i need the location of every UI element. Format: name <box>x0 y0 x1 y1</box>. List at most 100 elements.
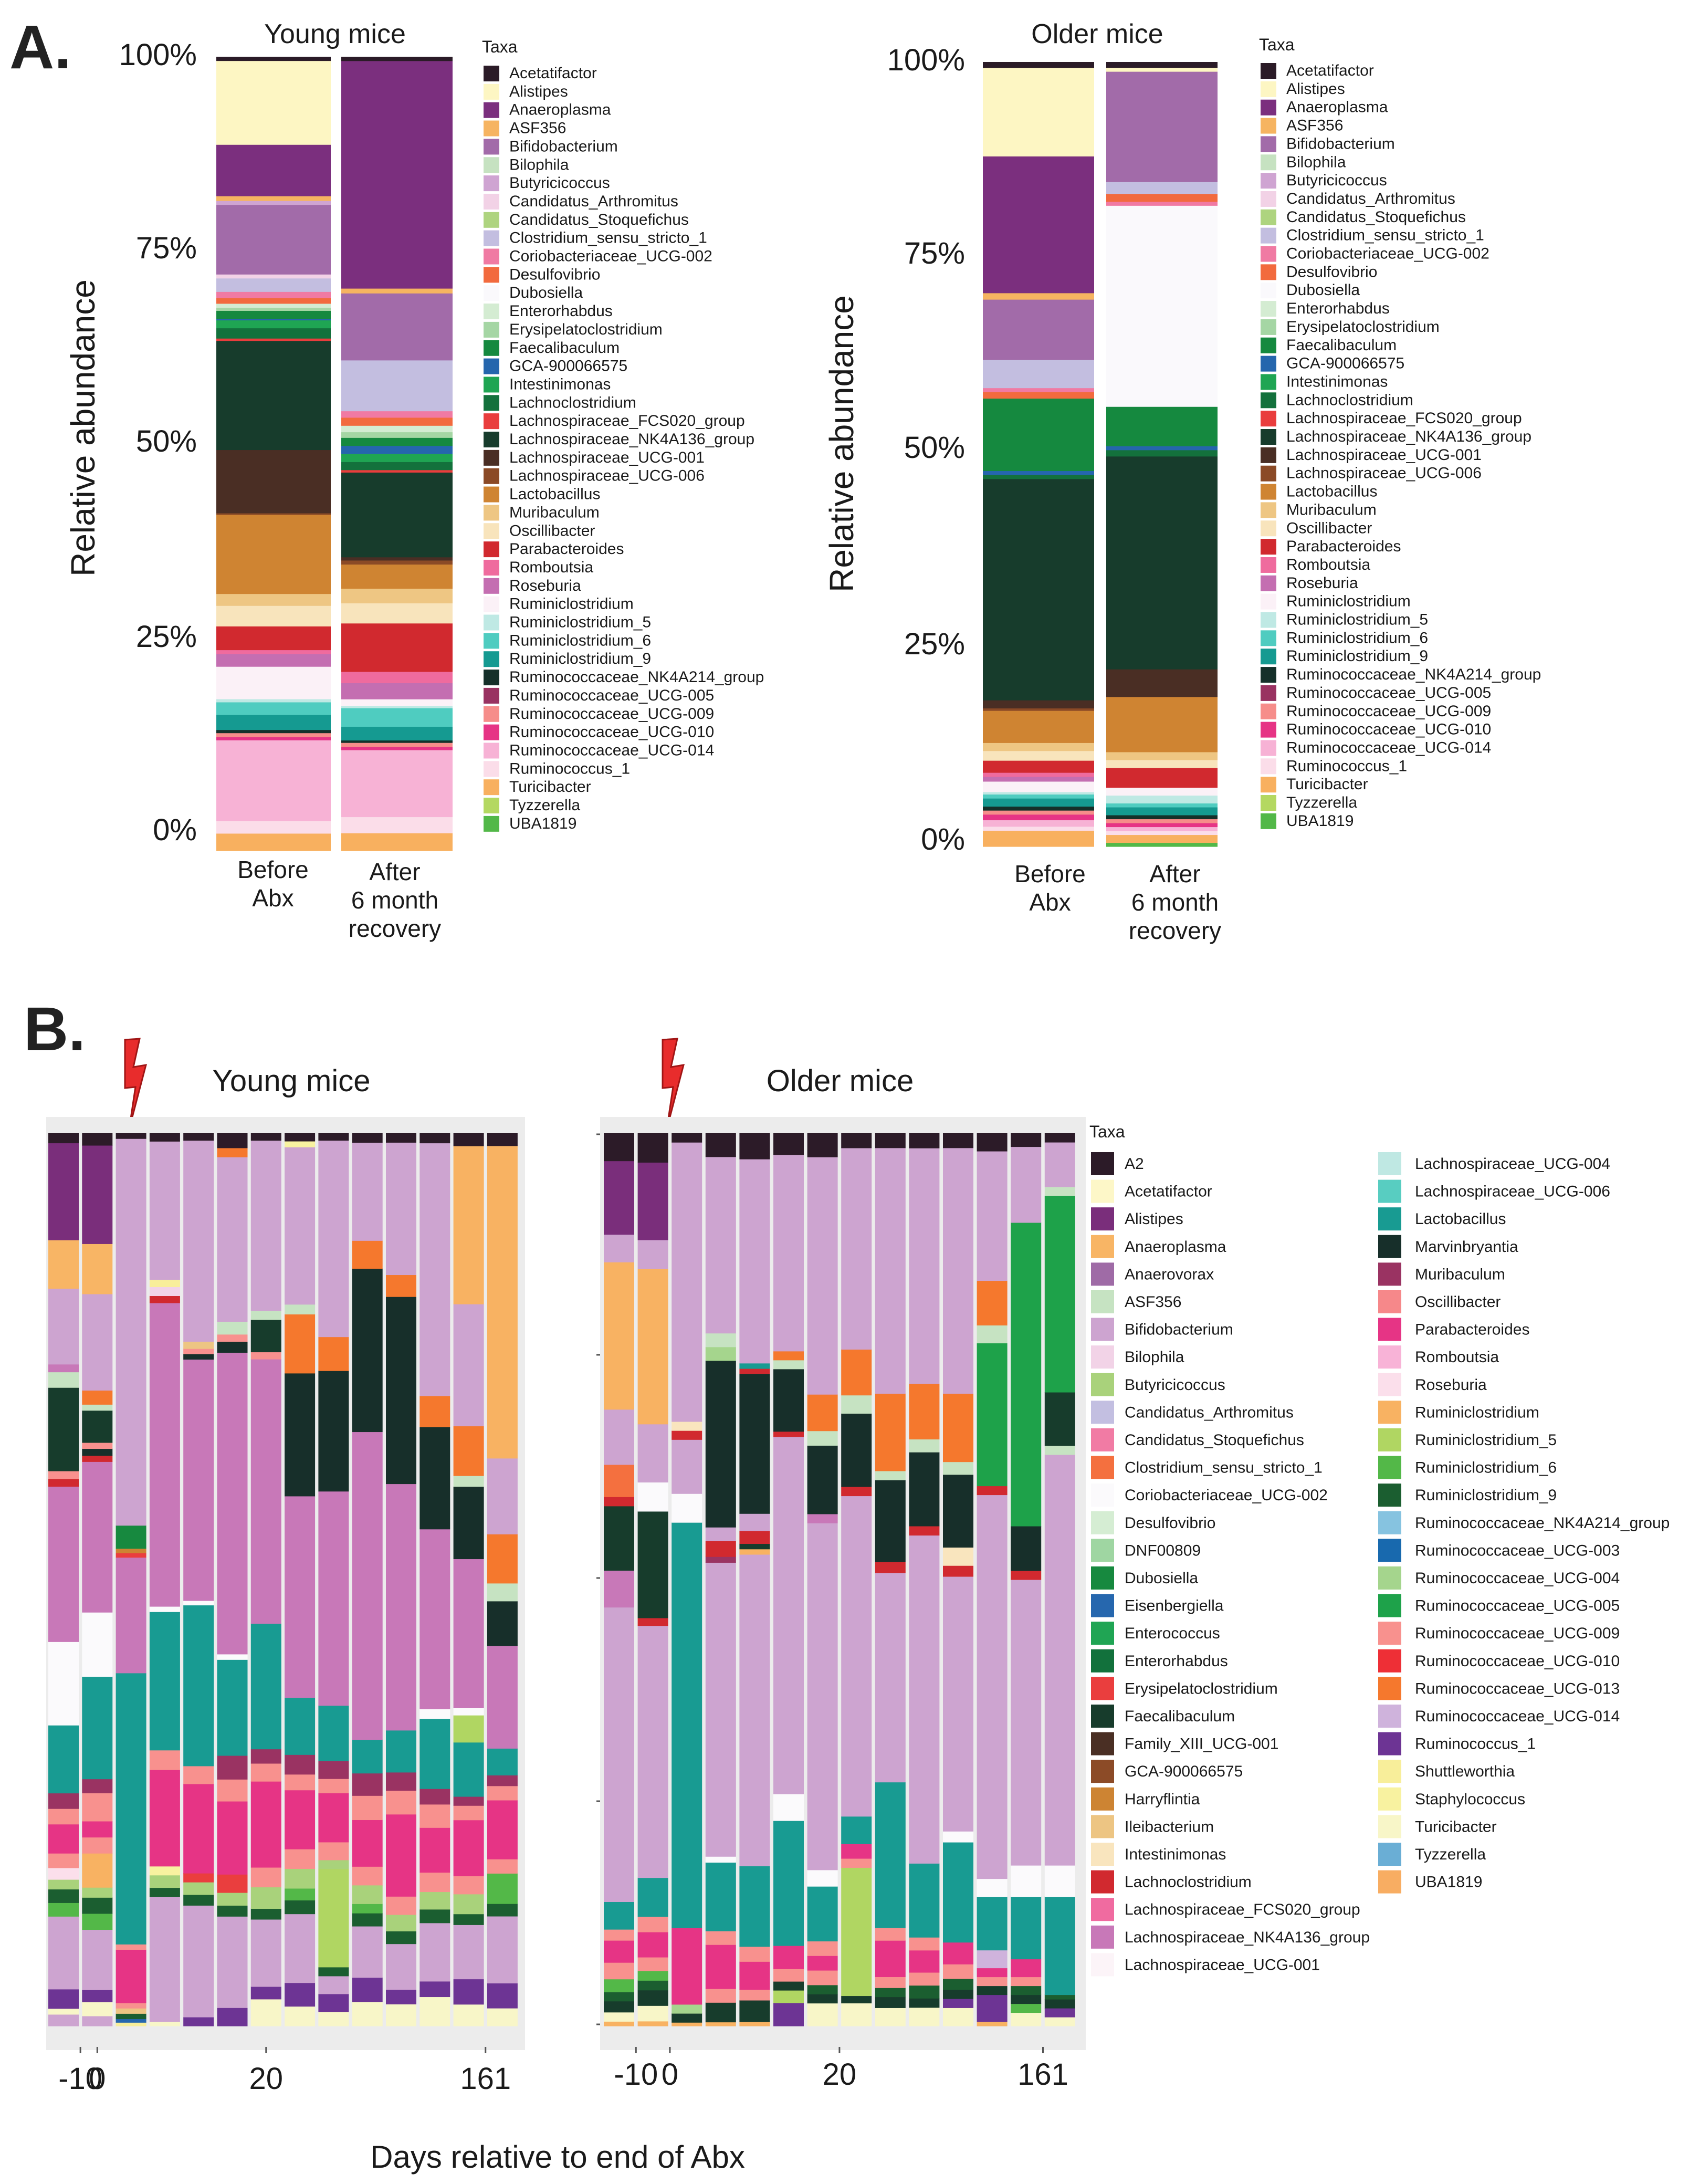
bar-segment <box>419 1396 450 1427</box>
bar-segment <box>1106 456 1218 670</box>
legend-key <box>484 450 499 466</box>
bar-segment <box>352 1977 383 2002</box>
legend-key <box>1091 1318 1114 1341</box>
legend-key <box>1091 1898 1114 1921</box>
legend-label: Ileibacterium <box>1125 1818 1214 1835</box>
bar-segment <box>285 1133 316 1142</box>
legend-key <box>1091 1925 1114 1949</box>
bar-segment <box>637 1931 668 1958</box>
legend-key <box>1091 1179 1114 1203</box>
bar-segment <box>983 388 1094 392</box>
bar-segment <box>216 698 331 703</box>
bar-segment <box>453 1894 484 1915</box>
bar-segment <box>82 1897 113 1914</box>
bar-segment <box>285 1373 316 1497</box>
bar-segment <box>453 1820 484 1876</box>
bar-segment <box>1044 1994 1075 2000</box>
legend-label: Ruminiclostridium_6 <box>1286 629 1428 646</box>
bar-segment <box>217 1654 248 1660</box>
bar-segment <box>875 1927 906 1941</box>
legend-key <box>1091 1566 1114 1590</box>
bar-segment <box>216 307 331 311</box>
bar-segment <box>216 450 331 514</box>
panel-a-young-title: Young mice <box>264 19 406 49</box>
legend-label: Coriobacteriaceae_UCG-002 <box>1286 245 1489 263</box>
bar-segment <box>116 1944 146 1950</box>
xtick-label: 0 <box>662 2057 678 2092</box>
xtick-line: Abx <box>1029 889 1071 916</box>
legend-key <box>1091 1787 1114 1811</box>
panel-a-older-title: Older mice <box>1031 19 1163 49</box>
bar-segment <box>487 1145 518 1459</box>
bar-segment <box>604 2021 634 2026</box>
bar-segment <box>250 1310 281 1320</box>
legend-key <box>1261 557 1276 573</box>
legend-label: Ruminiclostridium_5 <box>1286 611 1428 629</box>
bar-segment <box>217 1905 248 1917</box>
bar-segment <box>341 623 453 672</box>
xtick-line: 6 month <box>351 886 438 914</box>
bar-segment <box>487 1748 518 1775</box>
bar-segment <box>386 2004 416 2026</box>
legend-key <box>1091 1373 1114 1396</box>
legend-label: Staphylococcus <box>1415 1791 1525 1808</box>
xtick-label: Before Abx <box>1014 860 1086 916</box>
bar-segment <box>487 1534 518 1584</box>
bar-segment <box>285 1141 316 1147</box>
bar-segment <box>1011 1896 1042 1960</box>
legend-label: Ruminococcaceae_UCG-005 <box>1415 1597 1620 1615</box>
bar-segment <box>909 1937 940 1951</box>
legend-key <box>1378 1787 1401 1811</box>
bar-segment <box>983 708 1094 711</box>
bar-segment <box>983 471 1094 475</box>
bar-segment <box>807 1157 838 1395</box>
legend-label: Bifidobacterium <box>509 138 618 155</box>
ytick-label: 0% <box>153 813 197 847</box>
legend-label: Lachnoclostridium <box>1125 1874 1252 1891</box>
ytick-label: 100% <box>119 38 197 72</box>
legend-label: Ruminiclostridium_5 <box>509 614 651 631</box>
bar-segment <box>637 1424 668 1483</box>
bar-segment <box>977 1950 1008 1969</box>
legend-label: Bilophila <box>509 156 569 173</box>
bar-segment <box>341 743 453 747</box>
legend-key <box>1261 81 1276 97</box>
legend-key <box>1261 136 1276 152</box>
legend-label: Ruminiclostridium_6 <box>1415 1459 1557 1477</box>
legend-key <box>484 633 499 649</box>
bar-segment <box>453 1476 484 1487</box>
bar-segment <box>216 298 331 304</box>
bar-segment <box>807 1956 838 1971</box>
legend-key <box>1261 539 1276 555</box>
bar-segment <box>250 1999 281 2026</box>
legend-label: Turicibacter <box>1415 1818 1497 1835</box>
bar-segment <box>341 462 453 471</box>
bar-segment <box>773 1981 804 1991</box>
bar-segment <box>943 2008 973 2026</box>
bar-segment <box>943 1461 973 1475</box>
bar-segment <box>419 1922 450 1982</box>
bar-segment <box>318 1967 349 1977</box>
bar-segment <box>807 1994 838 2004</box>
bar-segment <box>419 1143 450 1396</box>
bar-segment <box>1106 450 1218 457</box>
bar-segment <box>487 1775 518 1786</box>
bar-segment <box>983 760 1094 773</box>
panel-b-older-chart: Older mice -10 0 20 161 <box>596 1038 1086 2092</box>
bar-segment <box>352 1773 383 1796</box>
bar-segment <box>183 1894 214 1906</box>
legend-label: Erysipelatoclostridium <box>1125 1680 1278 1697</box>
bar-segment <box>216 320 331 329</box>
bar-segment <box>216 514 331 594</box>
legend-label: Clostridium_sensu_stricto_1 <box>1286 227 1484 244</box>
bar-segment <box>453 1708 484 1716</box>
legend-key <box>1261 612 1276 628</box>
bar-segment <box>1011 1959 1042 1978</box>
legend-key <box>1378 1566 1401 1590</box>
bar-segment <box>983 700 1094 709</box>
bar-segment <box>773 1946 804 1969</box>
legend-key <box>484 541 499 558</box>
bar-segment <box>604 1962 634 1980</box>
legend-label: Shuttleworthia <box>1415 1763 1515 1780</box>
bar-segment <box>318 1133 349 1141</box>
